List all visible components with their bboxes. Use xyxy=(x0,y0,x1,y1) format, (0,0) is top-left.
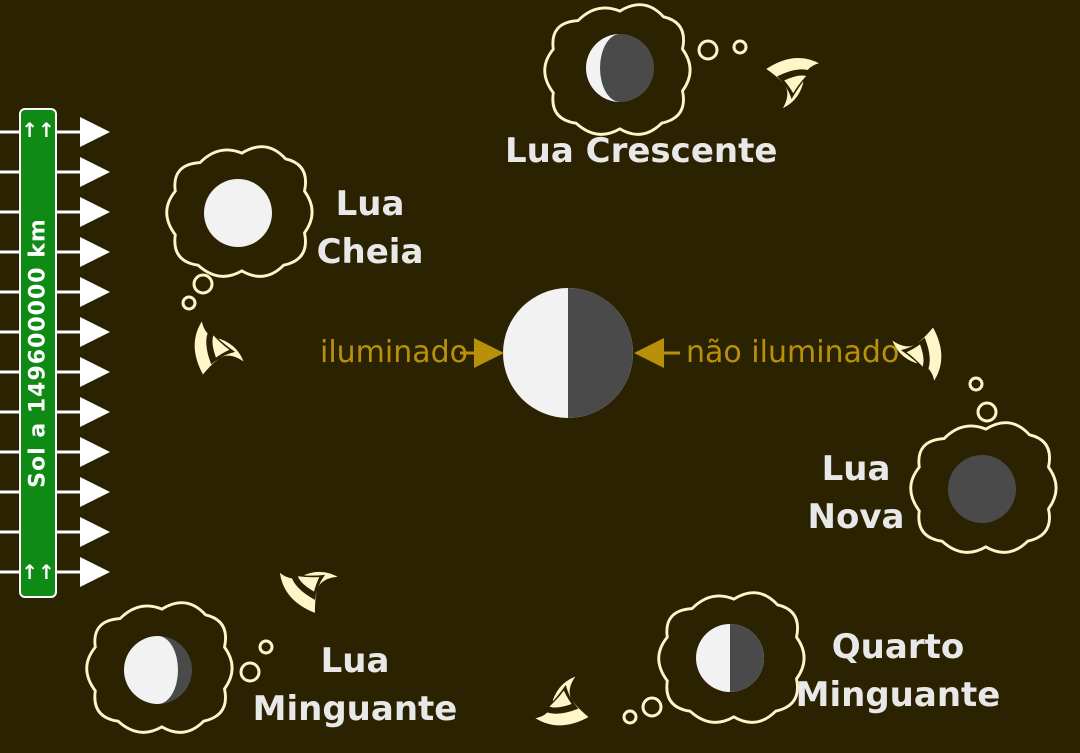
phase-label-lua-cheia: Lua Cheia xyxy=(316,184,424,272)
thought-bubble xyxy=(732,39,748,55)
arrow-up-icon: ↑↑ xyxy=(21,560,55,584)
thought-bubble xyxy=(181,295,197,311)
phase-label-quarto-minguante: Quarto Minguante xyxy=(795,627,1001,715)
thought-bubble xyxy=(258,639,274,655)
eye-icon xyxy=(181,317,257,390)
thought-bubble xyxy=(239,661,261,683)
moon-cheia xyxy=(204,179,272,247)
not-illuminated-label: não iluminado xyxy=(686,335,900,370)
arrow-up-icon: ↑↑ xyxy=(21,118,55,142)
illuminated-label: iluminado xyxy=(320,335,469,370)
thought-bubble xyxy=(641,696,663,718)
moon-nova xyxy=(948,455,1016,523)
phase-label-lua-nova: Lua Nova xyxy=(807,449,905,537)
eye-icon xyxy=(531,663,604,739)
phase-label-lua-crescente: Lua Crescente xyxy=(505,131,778,171)
moon-crescente xyxy=(586,34,654,102)
thought-bubble xyxy=(968,376,984,392)
moon-minguante xyxy=(124,636,192,704)
thought-bubble xyxy=(192,273,214,295)
eye-icon xyxy=(276,550,351,623)
thought-bubble xyxy=(622,709,638,725)
sun-distance-sign: ↑↑ Sol a 149600000 km ↑↑ xyxy=(19,108,57,598)
eye-icon xyxy=(754,46,824,119)
thought-bubble xyxy=(976,401,998,423)
moon-quarto-minguante xyxy=(696,624,764,692)
thought-bubble xyxy=(697,39,719,61)
sun-distance-text: Sol a 149600000 km xyxy=(25,218,51,488)
center-moon xyxy=(503,288,633,418)
phase-label-lua-minguante: Lua Minguante xyxy=(252,641,458,729)
